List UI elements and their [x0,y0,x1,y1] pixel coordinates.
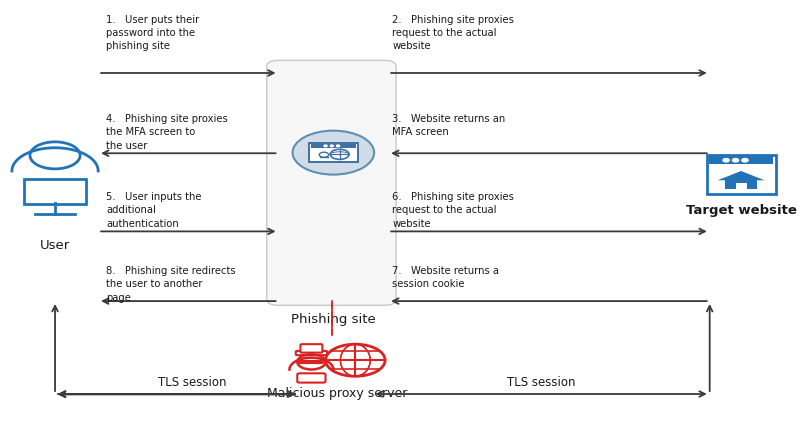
Text: Phishing site: Phishing site [291,312,376,325]
FancyBboxPatch shape [25,180,86,204]
Text: TLS session: TLS session [158,375,226,388]
FancyBboxPatch shape [709,157,773,165]
Text: 1.   User puts their
password into the
phishing site: 1. User puts their password into the phi… [106,15,199,51]
Text: 2.   Phishing site proxies
request to the actual
website: 2. Phishing site proxies request to the … [392,15,514,51]
Circle shape [330,146,334,147]
FancyBboxPatch shape [298,373,326,383]
Text: Target website: Target website [686,203,797,216]
FancyBboxPatch shape [266,61,396,306]
Text: 6.   Phishing site proxies
request to the actual
website: 6. Phishing site proxies request to the … [392,192,514,228]
Text: User: User [40,238,70,251]
Text: Malicious proxy server: Malicious proxy server [267,387,407,399]
Text: 5.   User inputs the
additional
authentication: 5. User inputs the additional authentica… [106,192,202,228]
Text: 7.   Website returns a
session cookie: 7. Website returns a session cookie [392,266,499,289]
Text: 4.   Phishing site proxies
the MFA screen to
the user: 4. Phishing site proxies the MFA screen … [106,114,228,150]
Circle shape [337,146,340,147]
FancyBboxPatch shape [735,184,746,190]
FancyBboxPatch shape [310,144,356,149]
Text: TLS session: TLS session [507,375,575,388]
FancyBboxPatch shape [726,181,757,190]
Text: 8.   Phishing site redirects
the user to another
page: 8. Phishing site redirects the user to a… [106,266,236,302]
FancyBboxPatch shape [296,351,327,355]
Circle shape [733,159,738,163]
FancyBboxPatch shape [706,156,775,194]
FancyBboxPatch shape [301,344,322,353]
Circle shape [293,131,374,175]
FancyBboxPatch shape [309,144,358,163]
Circle shape [742,159,748,163]
Circle shape [723,159,730,163]
Circle shape [324,146,327,147]
Text: 3.   Website returns an
MFA screen: 3. Website returns an MFA screen [392,114,506,137]
Polygon shape [718,172,765,181]
